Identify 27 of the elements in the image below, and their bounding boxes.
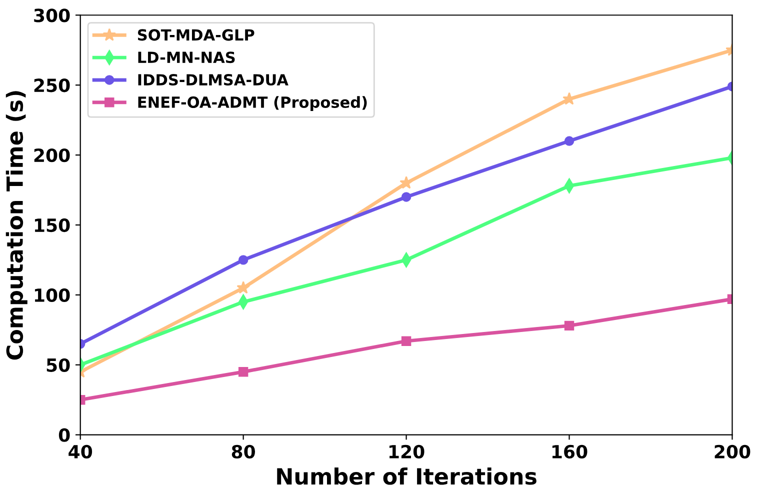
point xyxy=(564,320,574,331)
point xyxy=(400,176,413,189)
x-tick-label: 200 xyxy=(714,444,750,459)
y-tick-label: 150 xyxy=(34,218,70,232)
point xyxy=(236,280,250,294)
x-tick-label: 160 xyxy=(552,444,588,459)
legend-label: SOT-MDA-GLP xyxy=(138,29,254,41)
y-tick-label: 250 xyxy=(34,78,70,92)
x-tick-label: 40 xyxy=(68,444,92,459)
point xyxy=(401,336,412,346)
point xyxy=(564,136,574,146)
y-tick-label: 200 xyxy=(34,148,70,162)
y-tick-label: 300 xyxy=(34,8,70,22)
y-tick-label: 50 xyxy=(46,358,70,372)
point xyxy=(238,255,248,265)
y-axis-title: Computation Time (s) xyxy=(6,91,28,360)
point xyxy=(562,92,576,105)
y-tick-label: 0 xyxy=(58,428,70,442)
x-tick-label: 120 xyxy=(389,444,424,459)
x-axis-title: Number of Iterations xyxy=(277,468,536,485)
legend-label: IDDS-DLMSA-DUA xyxy=(138,74,288,86)
y-tick-label: 100 xyxy=(34,288,70,302)
x-tick-label: 80 xyxy=(232,444,256,459)
legend-label: LD-MN-NAS xyxy=(138,52,235,64)
point xyxy=(401,192,412,202)
point xyxy=(238,366,248,377)
legend-label: ENEF-OA-ADMT (Proposed) xyxy=(138,96,367,111)
